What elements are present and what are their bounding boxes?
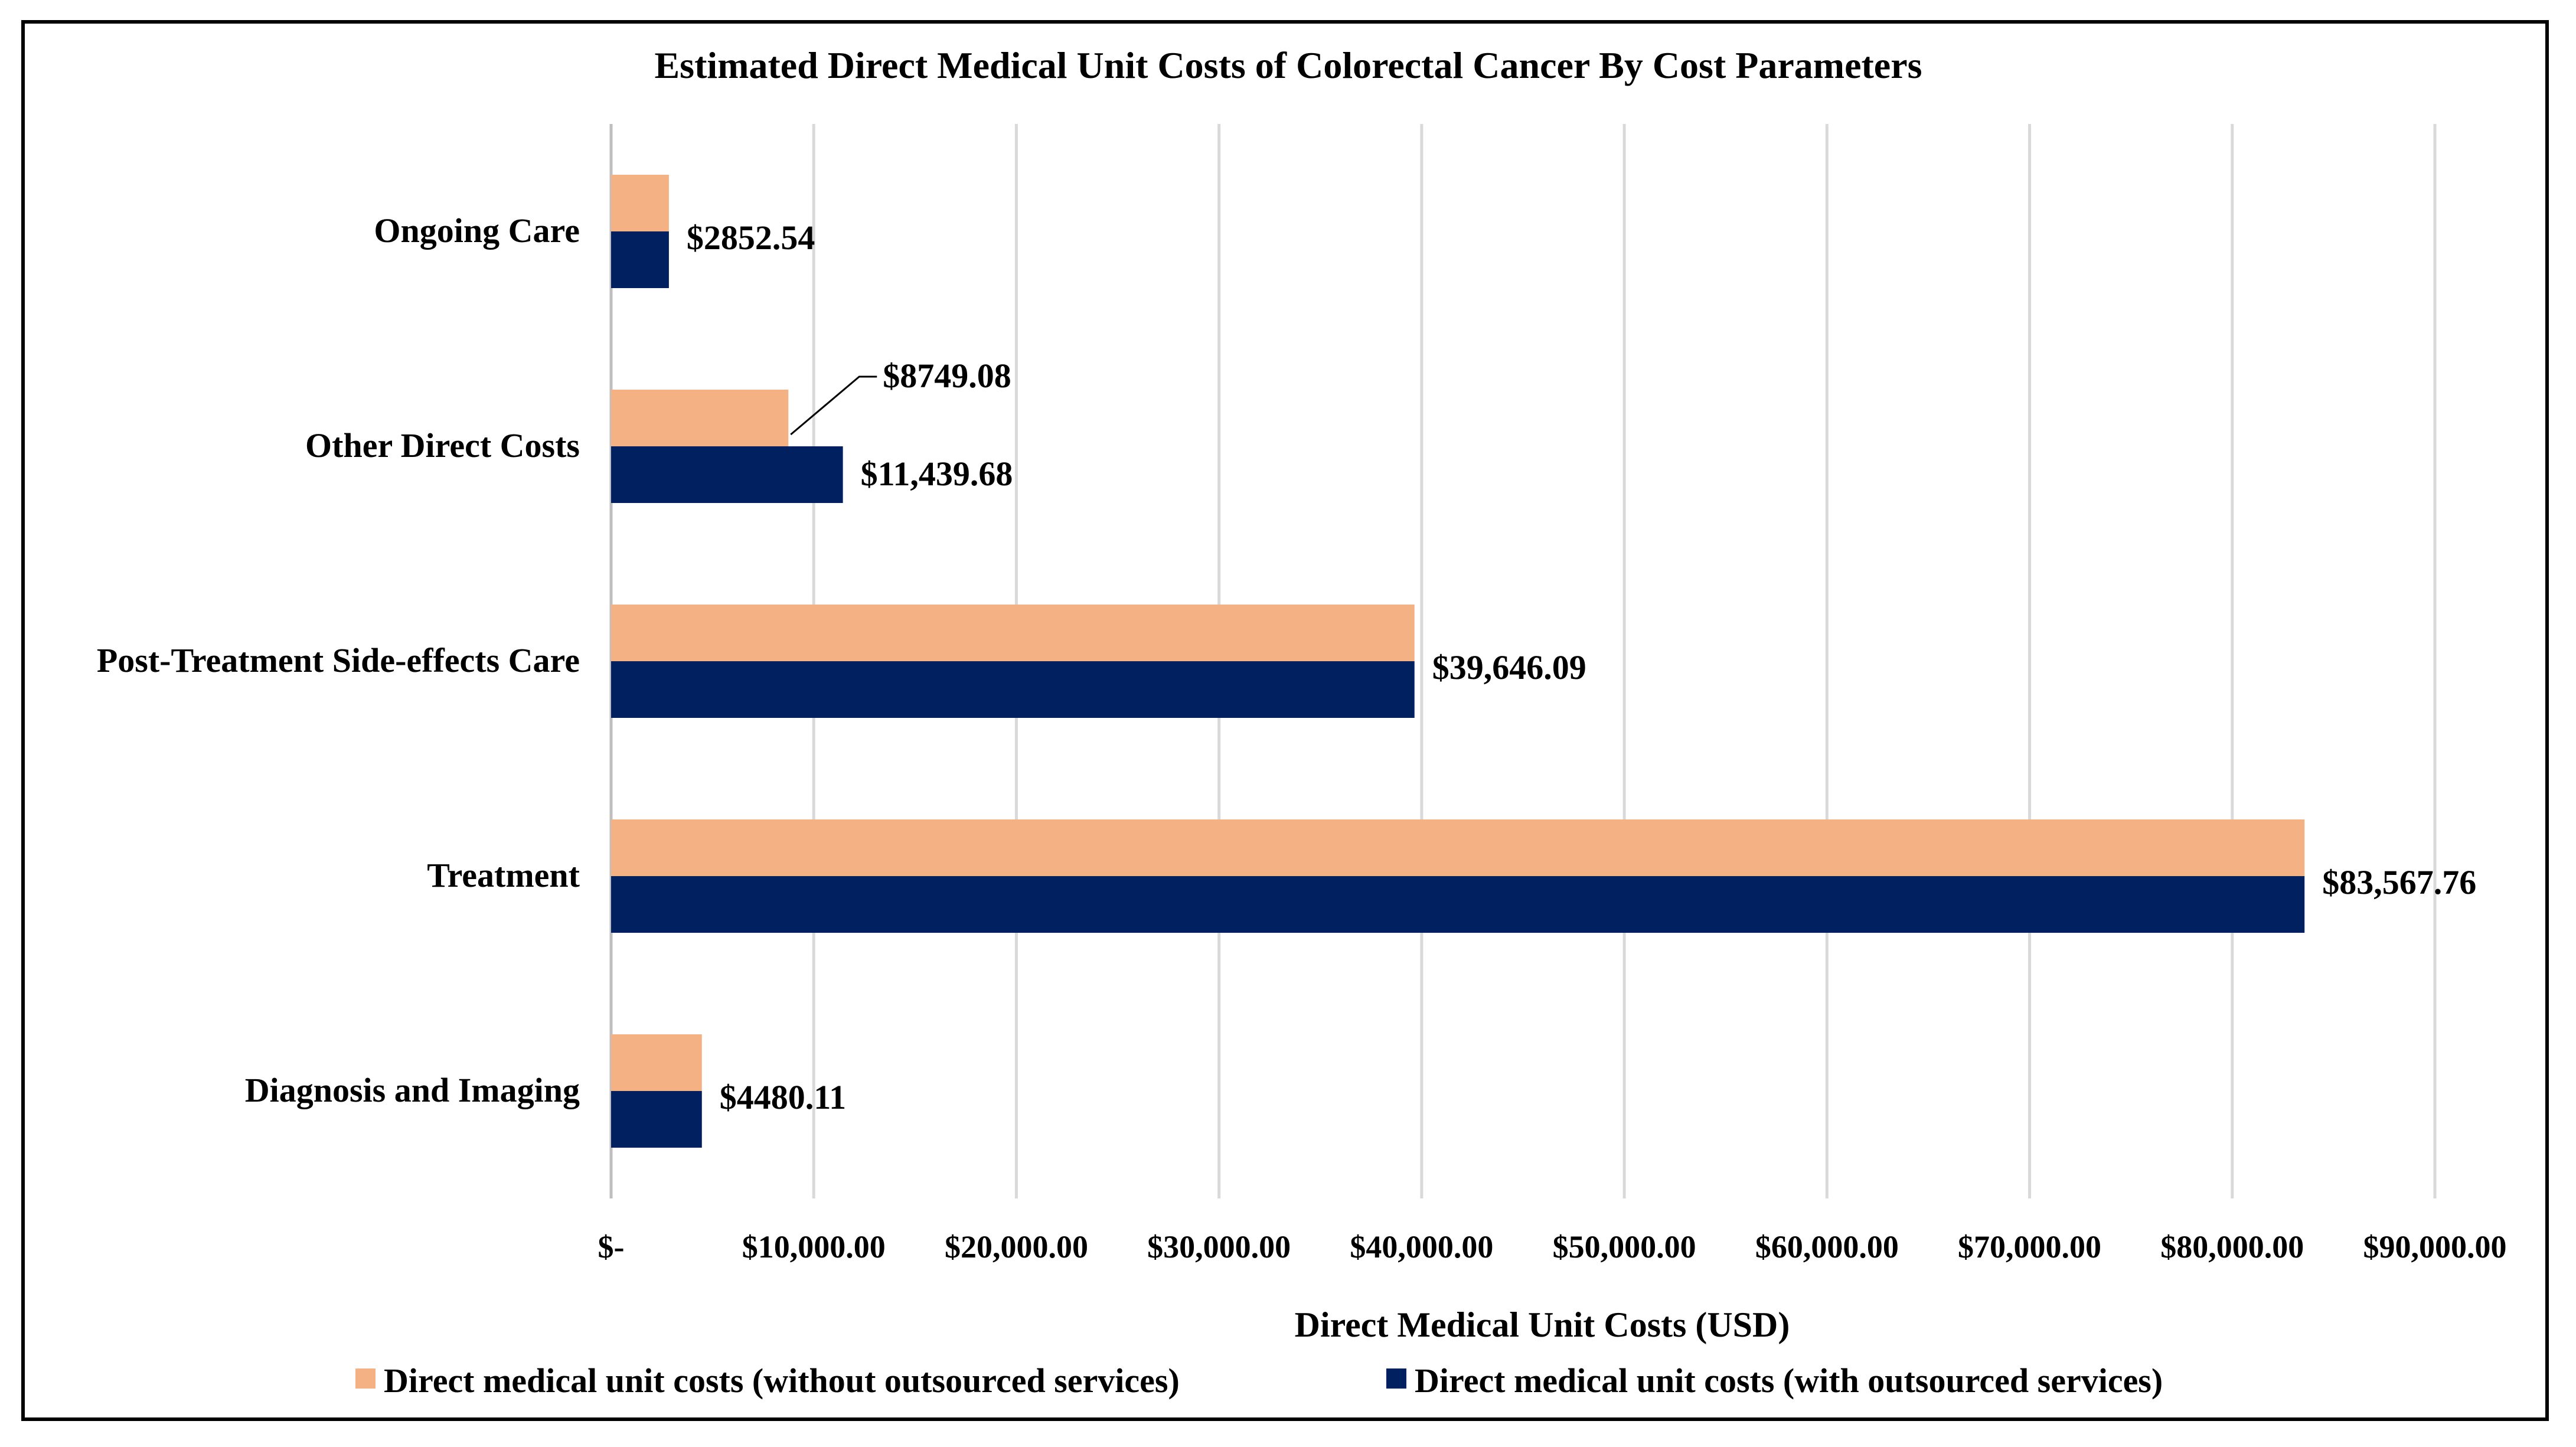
chart-frame: $- $10,000.00 $20,000.00 $30,000.00 $40,000.… bbox=[21, 20, 2549, 1421]
x-tick-label: $50,000.00 bbox=[1553, 1229, 1696, 1265]
legend-swatch bbox=[355, 1368, 376, 1389]
data-label: $39,646.09 bbox=[1432, 648, 1586, 687]
x-tick-label: $80,000.00 bbox=[2160, 1229, 2304, 1265]
legend-swatch bbox=[1386, 1368, 1406, 1389]
data-label: $11,439.68 bbox=[861, 455, 1013, 493]
x-tick-label: $90,000.00 bbox=[2363, 1229, 2507, 1265]
legend: Direct medical unit costs (without outso… bbox=[355, 1361, 2163, 1400]
bar-with-outsourced bbox=[611, 231, 669, 288]
x-axis-title: Direct Medical Unit Costs (USD) bbox=[1295, 1305, 1790, 1344]
bar-without-outsourced bbox=[611, 819, 2305, 876]
bar-without-outsourced bbox=[611, 605, 1415, 661]
data-label: $83,567.76 bbox=[2322, 863, 2476, 901]
x-tick-label: $60,000.00 bbox=[1755, 1229, 1899, 1265]
bar-chart: $- $10,000.00 $20,000.00 $30,000.00 $40,000.… bbox=[97, 44, 2507, 1400]
category-label: Diagnosis and Imaging bbox=[245, 1071, 580, 1109]
category-label: Other Direct Costs bbox=[305, 426, 580, 465]
legend-label: Direct medical unit costs (with outsourc… bbox=[1415, 1361, 2163, 1400]
bar-with-outsourced bbox=[611, 446, 843, 503]
x-tick-label: $10,000.00 bbox=[742, 1229, 886, 1265]
legend-label: Direct medical unit costs (without outso… bbox=[384, 1361, 1180, 1400]
bar-without-outsourced bbox=[611, 390, 789, 446]
bar-without-outsourced bbox=[611, 1034, 702, 1091]
x-tick-label: $30,000.00 bbox=[1147, 1229, 1291, 1265]
bar-with-outsourced bbox=[611, 661, 1415, 718]
leader-line bbox=[790, 375, 877, 436]
bar-with-outsourced bbox=[611, 876, 2305, 933]
x-tick-label: $40,000.00 bbox=[1350, 1229, 1493, 1265]
bar-without-outsourced bbox=[611, 175, 669, 231]
category-label: Ongoing Care bbox=[374, 211, 580, 250]
data-label: $2852.54 bbox=[687, 218, 815, 257]
x-tick-label: $70,000.00 bbox=[1958, 1229, 2101, 1265]
data-label: $4480.11 bbox=[720, 1078, 846, 1116]
x-tick-label: $- bbox=[598, 1229, 625, 1265]
x-tick-label: $20,000.00 bbox=[945, 1229, 1088, 1265]
chart-title: Estimated Direct Medical Unit Costs of C… bbox=[654, 44, 1922, 86]
category-label: Treatment bbox=[427, 856, 580, 894]
data-label: $8749.08 bbox=[883, 357, 1011, 395]
category-label: Post-Treatment Side-effects Care bbox=[97, 641, 580, 680]
bar-with-outsourced bbox=[611, 1091, 702, 1148]
